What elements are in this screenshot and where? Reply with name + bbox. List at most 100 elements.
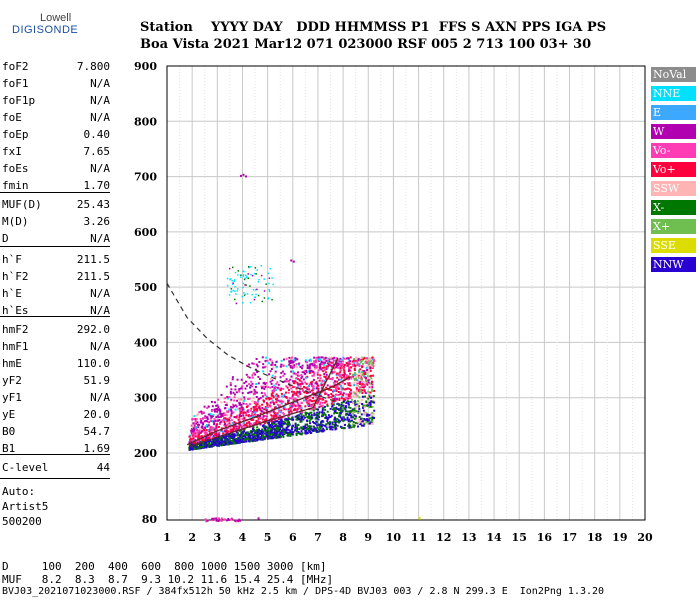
echo-point [310,411,313,414]
echo-point [359,381,362,384]
echo-point [243,278,246,281]
echo-point [250,390,253,393]
echo-point [321,404,324,407]
echo-point [371,412,374,414]
echo-point [250,274,252,276]
echo-point [219,421,222,424]
echo-point [198,411,201,414]
echo-point [340,358,343,361]
echo-point [229,278,231,281]
echo-point [312,387,315,389]
echo-point [347,375,350,378]
echo-point [242,302,244,304]
echo-point [325,365,328,368]
echo-point [215,435,218,438]
echo-point [240,276,242,278]
echo-point [267,297,270,299]
echo-point [273,412,276,415]
echo-point [273,434,276,437]
echo-point [345,376,348,379]
echo-point [204,442,207,445]
echo-point [230,428,233,431]
echo-point [357,357,360,360]
echo-point [220,420,223,423]
echo-point [237,439,240,442]
echo-point [323,429,326,432]
echo-point [330,389,332,391]
echo-point [371,386,374,389]
echo-point [251,439,254,442]
echo-point [267,272,269,275]
echo-point [355,394,358,397]
echo-point [313,360,316,363]
echo-point [328,388,330,391]
echo-point [282,422,285,425]
echo-point [337,391,340,393]
param-row: C-level 44 [2,461,110,479]
echo-point [281,434,284,437]
echo-point [270,368,273,370]
echo-point [269,380,272,383]
echo-point [210,419,213,422]
echo-point [362,375,365,378]
echo-point [356,388,359,391]
echo-point [225,404,228,407]
echo-point [294,426,297,429]
echo-point [263,408,266,411]
echo-point [264,359,267,362]
echo-point [295,404,298,407]
echo-point [366,359,369,362]
echo-point [240,378,243,381]
echo-point [319,427,322,430]
echo-point [207,420,210,423]
echo-point [333,366,336,369]
echo-point [342,427,345,430]
echo-point [275,423,278,426]
param-row: h`Es N/A [2,304,110,322]
echo-point [210,416,213,419]
echo-point [319,401,322,404]
echo-point [288,361,291,363]
echo-point [316,358,319,361]
echo-point [291,402,294,405]
echo-point [372,395,375,398]
echo-point [282,412,285,415]
echo-point [293,358,296,361]
echo-point [235,440,237,443]
echo-point [235,438,238,440]
echo-point [234,408,237,411]
echo-point [209,414,212,417]
echo-point [358,363,361,366]
echo-point [190,440,193,443]
echo-point [216,408,219,410]
echo-point [337,359,340,362]
echo-point [344,418,347,421]
echo-point [354,377,357,380]
echo-point [324,361,327,364]
echo-point [241,392,244,395]
echo-point [266,359,269,362]
echo-point [343,371,346,374]
echo-point [360,384,363,387]
echo-point [231,279,233,282]
echo-point [362,406,364,409]
echo-point [306,432,309,435]
echo-point [263,400,265,402]
echo-point [220,401,223,404]
echo-point [218,438,221,441]
param-value: N/A [90,162,110,175]
echo-point [222,436,224,439]
echo-point [354,422,357,424]
echo-point [298,374,301,377]
echo-point [243,294,246,296]
echo-point [223,417,226,420]
echo-point [364,376,367,379]
echo-point [310,414,313,417]
echo-point [357,412,360,415]
echo-point [297,406,300,409]
echo-point [227,419,230,422]
echo-point [238,427,241,430]
echo-point [254,401,257,404]
echo-point [290,361,293,364]
echo-point [290,408,292,411]
